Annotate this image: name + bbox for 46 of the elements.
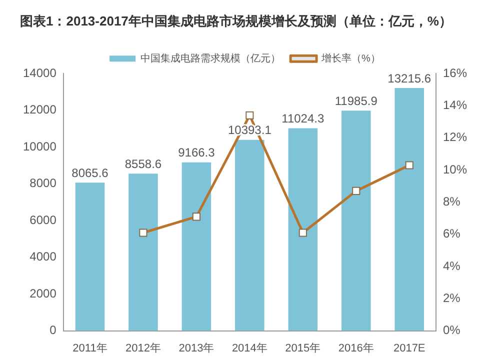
bar <box>394 88 424 331</box>
y2-tick-label: 0% <box>442 323 461 338</box>
x-tick-label: 2016年 <box>338 342 374 354</box>
point <box>246 111 254 120</box>
bar <box>235 140 264 331</box>
y2-tick-label: 4% <box>442 258 461 273</box>
legend-label: 中国集成电路需求规模（亿元） <box>140 52 281 64</box>
y-tick-label: 8000 <box>30 176 57 190</box>
point <box>405 161 414 170</box>
x-tick-label: 2011年 <box>72 342 108 354</box>
x-tick-label: 2017E <box>393 342 426 354</box>
data-label: 11985.9 <box>334 94 378 108</box>
y-tick-label: 12000 <box>22 102 57 117</box>
point <box>139 228 148 237</box>
bar <box>288 128 318 331</box>
y2-tick-label: 16% <box>442 66 468 80</box>
data-label: 9166.3 <box>178 146 216 160</box>
y2-tick-label: 10% <box>442 162 468 176</box>
y-tick-label: 6000 <box>30 212 57 227</box>
bar <box>128 174 158 331</box>
x-tick-label: 2014年 <box>232 342 268 354</box>
y-tick-label: 4000 <box>30 250 57 264</box>
data-label: 8558.6 <box>124 156 162 171</box>
bar <box>182 162 212 331</box>
point <box>192 212 200 221</box>
x-tick-label: 2013年 <box>178 342 214 354</box>
point <box>352 186 360 195</box>
y-tick-label: 14000 <box>22 66 57 80</box>
y2-tick-label: 2% <box>442 290 461 305</box>
data-label: 8065.6 <box>72 166 109 180</box>
x-tick-label: 2015年 <box>285 342 321 354</box>
chart-title: 图表1：2013-2017年中国集成电路市场规模增长及预测（单位：亿元，%） <box>20 13 452 28</box>
x-tick-label: 2012年 <box>125 342 161 354</box>
y-tick-label: 2000 <box>30 286 57 300</box>
bar <box>342 110 371 331</box>
legend-label: 增长率（%） <box>320 52 380 64</box>
y2-tick-label: 12% <box>442 130 468 144</box>
y-tick-label: 10000 <box>22 139 57 154</box>
data-label: 13215.6 <box>388 71 432 86</box>
data-label: 11024.3 <box>282 112 324 126</box>
y-tick-label: 0 <box>50 323 57 338</box>
y2-tick-label: 8% <box>442 194 461 209</box>
y2-tick-label: 14% <box>442 98 468 112</box>
point <box>298 228 307 237</box>
bar <box>75 182 105 331</box>
y2-tick-label: 6% <box>442 226 461 241</box>
